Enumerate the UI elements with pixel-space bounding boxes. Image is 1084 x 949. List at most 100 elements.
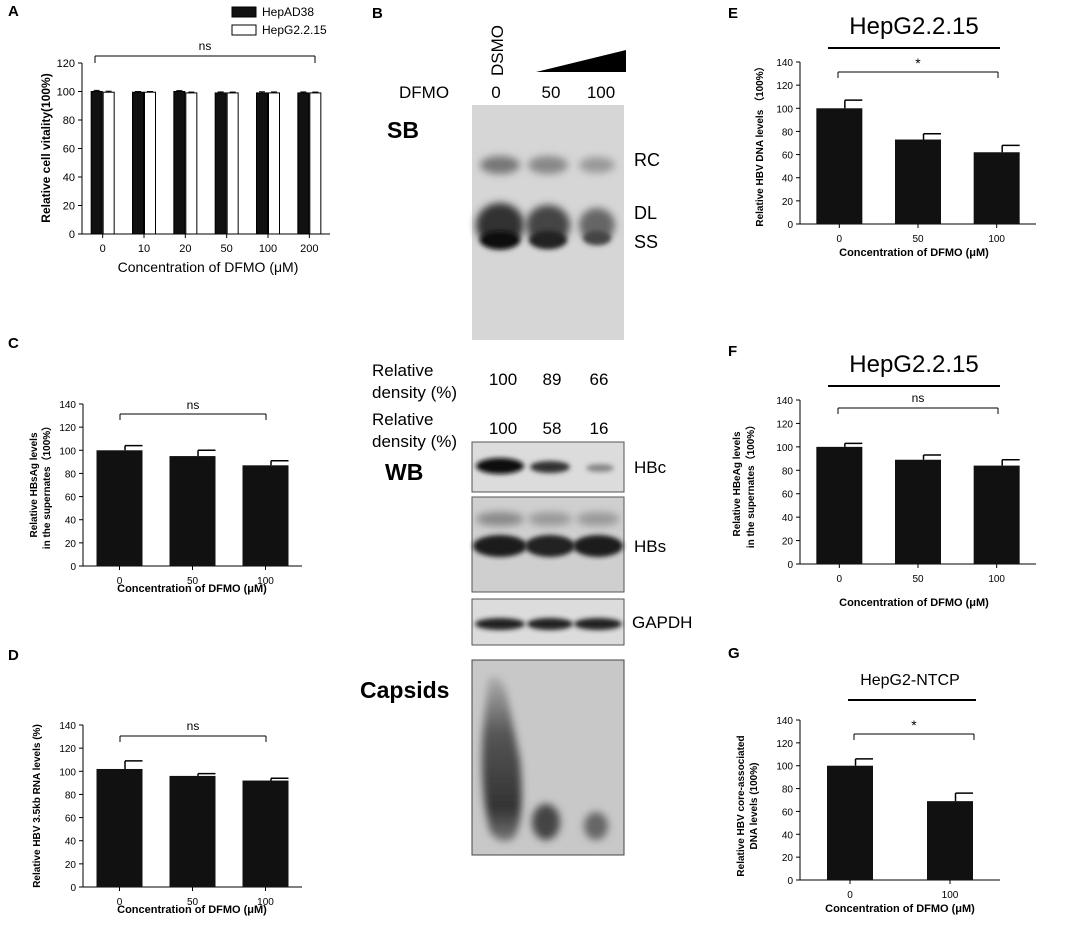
y-tick-label: 80 bbox=[782, 127, 794, 138]
bar bbox=[90, 91, 103, 235]
panel-f: F HepG2.2.15 ns 0 20 40 60 80 100 120 140 0 50 100… bbox=[728, 343, 1036, 609]
y-tick-label: 60 bbox=[65, 493, 77, 504]
band-label-dl: DL bbox=[634, 203, 657, 223]
dfmo-gradient-wedge bbox=[536, 50, 626, 72]
y-tick-label: 80 bbox=[782, 785, 794, 796]
y-tick-label: 80 bbox=[65, 790, 77, 801]
wb-density-100: 16 bbox=[590, 419, 609, 438]
y-tick-label: 60 bbox=[65, 814, 77, 825]
dfmo-label: DFMO bbox=[399, 83, 449, 102]
panel-letter-b: B bbox=[372, 5, 383, 22]
y-tick-label: 100 bbox=[59, 767, 76, 778]
significance-label: ns bbox=[187, 719, 200, 733]
y-axis-label-line2: DNA levels (100%) bbox=[749, 763, 760, 850]
x-tick-label: 20 bbox=[179, 243, 191, 255]
x-axis-label: Concentration of DFMO (μM) bbox=[117, 904, 267, 916]
bar bbox=[102, 91, 115, 235]
bar bbox=[144, 91, 156, 235]
x-tick-label: 50 bbox=[187, 897, 199, 908]
sb-density-label-line1: Relative bbox=[372, 361, 433, 380]
x-axis-label: Concentration of DFMO (μM) bbox=[117, 583, 267, 595]
y-tick-label: 20 bbox=[782, 537, 794, 548]
y-tick-label: 120 bbox=[776, 419, 793, 430]
legend-swatch-hepg2215 bbox=[231, 24, 257, 36]
y-tick-label: 80 bbox=[63, 115, 75, 127]
x-tick-label: 50 bbox=[912, 234, 924, 245]
dsmo-label: DSMO bbox=[488, 25, 507, 76]
y-tick-label: 120 bbox=[776, 739, 793, 750]
significance-label: ns bbox=[912, 391, 925, 405]
x-tick-label: 0 bbox=[100, 243, 106, 255]
lane-label-0: 0 bbox=[491, 83, 500, 102]
y-tick-label: 20 bbox=[63, 201, 75, 213]
y-tick-label: 40 bbox=[782, 174, 794, 185]
y-tick-label: 140 bbox=[59, 400, 76, 411]
x-tick-label: 100 bbox=[988, 234, 1005, 245]
bar bbox=[169, 775, 216, 887]
significance-label: ns bbox=[187, 398, 200, 412]
y-tick-label: 140 bbox=[776, 716, 793, 727]
panel-letter-g: G bbox=[728, 645, 740, 662]
chart-title: HepG2.2.15 bbox=[849, 13, 978, 40]
y-axis-label-line1: Relative HBeAg levels bbox=[732, 431, 743, 536]
sb-density-50: 89 bbox=[543, 370, 562, 389]
x-tick-label: 100 bbox=[259, 243, 277, 255]
panel-b: B DSMO DFMO 0 50 100 SB RC DL SS Relativ… bbox=[360, 5, 692, 856]
y-tick-label: 60 bbox=[63, 144, 75, 156]
y-tick-label: 100 bbox=[776, 443, 793, 454]
y-tick-label: 100 bbox=[59, 446, 76, 457]
y-tick-label: 80 bbox=[65, 469, 77, 480]
y-axis-label: Relative HBV 3.5kb RNA levels (%) bbox=[32, 724, 43, 888]
y-tick-label: 0 bbox=[69, 229, 75, 241]
bar bbox=[214, 92, 227, 235]
bar bbox=[973, 465, 1020, 564]
bar bbox=[297, 92, 310, 235]
bar bbox=[827, 765, 873, 880]
bar bbox=[895, 139, 941, 224]
sb-density-100: 66 bbox=[590, 370, 609, 389]
x-tick-label: 0 bbox=[837, 234, 843, 245]
y-axis-label-line2: in the supernates（100%） bbox=[744, 420, 757, 548]
sb-label: SB bbox=[387, 117, 419, 143]
bar bbox=[309, 92, 322, 235]
bar bbox=[96, 768, 143, 887]
y-axis-label-line1: Relative HBsAg levels bbox=[29, 432, 40, 537]
panel-a: A HepAD38 HepG2.2.15 ns 020406080100120 … bbox=[8, 3, 330, 275]
y-tick-label: 100 bbox=[57, 87, 75, 99]
panel-letter-a: A bbox=[8, 3, 19, 20]
x-tick-label: 10 bbox=[138, 243, 150, 255]
wb-density-0: 100 bbox=[489, 419, 517, 438]
chart-title: HepG2.2.15 bbox=[849, 351, 978, 378]
significance-label: * bbox=[915, 55, 921, 71]
wb-density-50: 58 bbox=[543, 419, 562, 438]
x-tick-label: 0 bbox=[847, 890, 853, 901]
panel-letter-e: E bbox=[728, 5, 738, 22]
bar bbox=[173, 91, 186, 235]
bar bbox=[973, 152, 1020, 224]
significance-label: * bbox=[911, 717, 917, 733]
y-tick-label: 40 bbox=[63, 172, 75, 184]
sb-density-0: 100 bbox=[489, 370, 517, 389]
y-tick-label: 140 bbox=[776, 396, 793, 407]
y-tick-label: 120 bbox=[59, 423, 76, 434]
x-axis-label: Concentration of DFMO (μM) bbox=[825, 903, 975, 915]
band-label-rc: RC bbox=[634, 150, 660, 170]
significance-label: ns bbox=[199, 39, 212, 53]
y-tick-label: 80 bbox=[782, 466, 794, 477]
y-tick-label: 0 bbox=[70, 883, 76, 894]
band-label-ss: SS bbox=[634, 232, 658, 252]
bar bbox=[927, 801, 973, 880]
legend-swatch-hepad38 bbox=[231, 6, 257, 18]
panel-letter-f: F bbox=[728, 343, 737, 360]
band-label-hbs: HBs bbox=[634, 537, 666, 556]
chart-title: HepG2-NTCP bbox=[860, 672, 960, 689]
bar bbox=[226, 92, 239, 235]
bar bbox=[816, 446, 863, 564]
y-axis-label-line1: Relative HBV core-associated bbox=[736, 735, 747, 876]
y-tick-label: 0 bbox=[787, 876, 793, 887]
bar bbox=[169, 456, 216, 566]
panel-c: C ns 0 20 40 60 80 100 120 140 0 50 100 Relative H… bbox=[8, 335, 302, 595]
y-tick-label: 20 bbox=[782, 197, 794, 208]
y-tick-label: 40 bbox=[65, 837, 77, 848]
